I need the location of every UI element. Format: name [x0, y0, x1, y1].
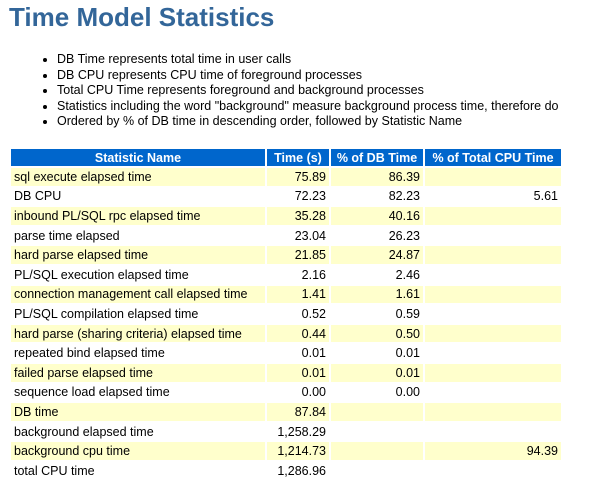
time-cell: 0.01 [267, 344, 329, 362]
statistic-name-cell: inbound PL/SQL rpc elapsed time [11, 207, 265, 225]
pct-db-time-cell: 0.50 [331, 324, 423, 343]
time-cell: 1,214.73 [267, 442, 329, 460]
table-row: hard parse elapsed time 21.85 24.87 [11, 246, 561, 264]
table-row: total CPU time 1,286.96 [11, 461, 561, 480]
pct-total-cpu-time-cell [425, 265, 561, 284]
pct-db-time-cell: 0.01 [331, 344, 423, 362]
column-header-pct-total-cpu-time: % of Total CPU Time [425, 149, 561, 166]
pct-total-cpu-time-cell [425, 403, 561, 421]
table-row: parse time elapsed 23.04 26.23 [11, 226, 561, 245]
table-row: PL/SQL execution elapsed time 2.16 2.46 [11, 265, 561, 284]
statistic-name-cell: background cpu time [11, 442, 265, 460]
pct-db-time-cell [331, 442, 423, 460]
pct-total-cpu-time-cell [425, 285, 561, 304]
time-cell: 87.84 [267, 403, 329, 421]
statistic-name-cell: hard parse elapsed time [11, 246, 265, 264]
pct-db-time-cell: 26.23 [331, 226, 423, 245]
statistic-name-cell: sequence load elapsed time [11, 383, 265, 402]
pct-db-time-cell [331, 461, 423, 480]
pct-total-cpu-time-cell [425, 422, 561, 441]
pct-db-time-cell [331, 422, 423, 441]
note-item: DB CPU represents CPU time of foreground… [57, 68, 592, 84]
pct-db-time-cell: 0.59 [331, 305, 423, 323]
pct-total-cpu-time-cell [425, 246, 561, 264]
statistic-name-cell: PL/SQL execution elapsed time [11, 265, 265, 284]
time-cell: 75.89 [267, 168, 329, 186]
table-row: background elapsed time 1,258.29 [11, 422, 561, 441]
pct-total-cpu-time-cell: 5.61 [425, 187, 561, 206]
column-header-statistic-name: Statistic Name [11, 149, 265, 166]
pct-db-time-cell: 82.23 [331, 187, 423, 206]
pct-db-time-cell: 24.87 [331, 246, 423, 264]
statistic-name-cell: connection management call elapsed time [11, 285, 265, 304]
table-row: background cpu time 1,214.73 94.39 [11, 442, 561, 460]
time-cell: 1,258.29 [267, 422, 329, 441]
table-header-row: Statistic Name Time (s) % of DB Time % o… [11, 149, 561, 166]
time-cell: 1.41 [267, 285, 329, 304]
time-cell: 72.23 [267, 187, 329, 206]
column-header-pct-db-time: % of DB Time [331, 149, 423, 166]
time-cell: 0.00 [267, 383, 329, 402]
pct-db-time-cell: 86.39 [331, 168, 423, 186]
table-row: connection management call elapsed time 1… [11, 285, 561, 304]
statistic-name-cell: repeated bind elapsed time [11, 344, 265, 362]
pct-db-time-cell: 0.01 [331, 363, 423, 382]
time-cell: 0.52 [267, 305, 329, 323]
table-row: sequence load elapsed time 0.00 0.00 [11, 383, 561, 402]
time-cell: 2.16 [267, 265, 329, 284]
note-item: DB Time represents total time in user ca… [57, 52, 592, 68]
column-header-time: Time (s) [267, 149, 329, 166]
note-item: Statistics including the word "backgroun… [57, 99, 592, 115]
pct-total-cpu-time-cell [425, 168, 561, 186]
table-row: failed parse elapsed time 0.01 0.01 [11, 363, 561, 382]
statistic-name-cell: sql execute elapsed time [11, 168, 265, 186]
pct-total-cpu-time-cell [425, 305, 561, 323]
pct-db-time-cell: 0.00 [331, 383, 423, 402]
statistic-name-cell: PL/SQL compilation elapsed time [11, 305, 265, 323]
pct-total-cpu-time-cell [425, 226, 561, 245]
statistic-name-cell: parse time elapsed [11, 226, 265, 245]
pct-total-cpu-time-cell: 94.39 [425, 442, 561, 460]
pct-total-cpu-time-cell [425, 383, 561, 402]
statistic-name-cell: DB time [11, 403, 265, 421]
pct-total-cpu-time-cell [425, 363, 561, 382]
table-body: sql execute elapsed time 75.89 86.39 DB CPU… [11, 168, 561, 480]
pct-total-cpu-time-cell [425, 461, 561, 480]
table-row: sql execute elapsed time 75.89 86.39 [11, 168, 561, 186]
statistic-name-cell: hard parse (sharing criteria) elapsed ti… [11, 324, 265, 343]
table-row: DB CPU 72.23 82.23 5.61 [11, 187, 561, 206]
time-cell: 0.44 [267, 324, 329, 343]
statistic-name-cell: background elapsed time [11, 422, 265, 441]
page-title: Time Model Statistics [9, 2, 275, 32]
time-cell: 1,286.96 [267, 461, 329, 480]
time-cell: 21.85 [267, 246, 329, 264]
table-row: PL/SQL compilation elapsed time 0.52 0.59 [11, 305, 561, 323]
notes-list: DB Time represents total time in user ca… [39, 52, 592, 130]
pct-db-time-cell: 40.16 [331, 207, 423, 225]
pct-db-time-cell: 1.61 [331, 285, 423, 304]
note-item: Total CPU Time represents foreground and… [57, 83, 592, 99]
statistic-name-cell: total CPU time [11, 461, 265, 480]
statistic-name-cell: DB CPU [11, 187, 265, 206]
pct-total-cpu-time-cell [425, 207, 561, 225]
pct-total-cpu-time-cell [425, 324, 561, 343]
pct-db-time-cell: 2.46 [331, 265, 423, 284]
table-row: repeated bind elapsed time 0.01 0.01 [11, 344, 561, 362]
note-item: Ordered by % of DB time in descending or… [57, 114, 592, 130]
table-row: DB time 87.84 [11, 403, 561, 421]
time-model-table: Statistic Name Time (s) % of DB Time % o… [9, 147, 563, 482]
table-row: hard parse (sharing criteria) elapsed ti… [11, 324, 561, 343]
pct-db-time-cell [331, 403, 423, 421]
statistic-name-cell: failed parse elapsed time [11, 363, 265, 382]
time-cell: 23.04 [267, 226, 329, 245]
time-cell: 0.01 [267, 363, 329, 382]
table-row: inbound PL/SQL rpc elapsed time 35.28 40.1… [11, 207, 561, 225]
time-cell: 35.28 [267, 207, 329, 225]
pct-total-cpu-time-cell [425, 344, 561, 362]
